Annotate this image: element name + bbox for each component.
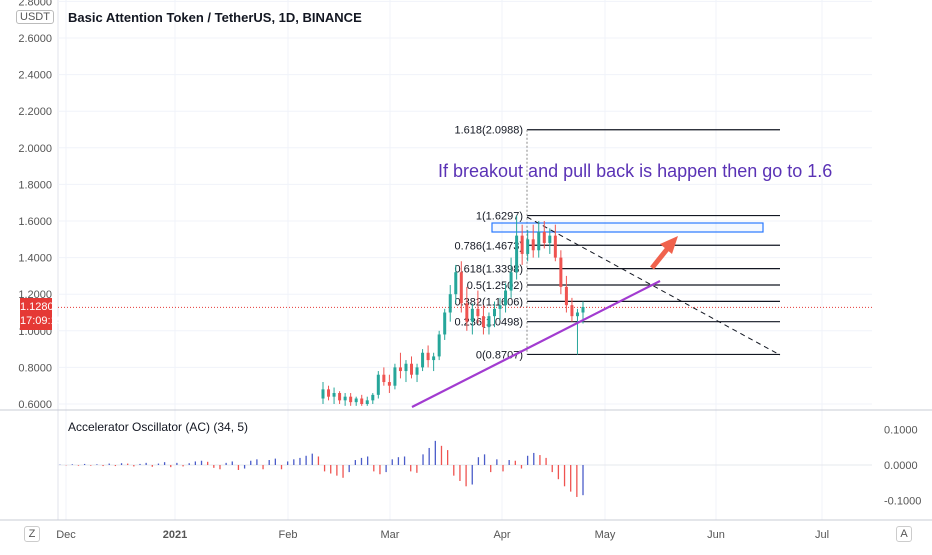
candle-body [470, 308, 474, 322]
candle-body [354, 398, 358, 403]
candle-body [531, 239, 535, 251]
candle-body [349, 396, 353, 403]
candle-body [548, 235, 552, 243]
candle-body [338, 393, 342, 401]
osc-y-tick-label: -0.1000 [884, 496, 921, 508]
candle-body [398, 367, 402, 372]
candle-body [371, 394, 375, 401]
last-price-tag: 1.1280 17:09:15 [20, 298, 63, 330]
candle-body [575, 312, 579, 317]
candle-body [321, 389, 325, 399]
candle-body [515, 235, 519, 273]
x-tick-label: 2021 [163, 529, 187, 541]
y-tick-label: 1.4000 [18, 253, 52, 265]
candle-body [432, 356, 436, 361]
candle-body [437, 334, 441, 357]
candle-body [448, 294, 452, 313]
target-zone-box [491, 222, 764, 233]
y-tick-label: 0.8000 [18, 362, 52, 374]
candle-body [426, 352, 430, 361]
candle-body [553, 235, 557, 258]
fib-level-label: 0.786(1.4673) [455, 240, 524, 252]
candle-body [520, 235, 524, 254]
candle-body [343, 396, 347, 401]
candle-body [454, 272, 458, 295]
candle-body [459, 272, 463, 304]
y-tick-label: 1.6000 [18, 216, 52, 228]
candle-body [542, 231, 546, 243]
candle-body [410, 363, 414, 375]
candle-body [332, 393, 336, 397]
x-tick-label: Dec [56, 529, 76, 541]
fib-level-label: 0.618(1.3398) [455, 264, 524, 276]
y-tick-label: 2.4000 [18, 70, 52, 82]
candle-body [443, 312, 447, 335]
candle-body [509, 272, 513, 291]
annotation-text: If breakout and pull back is happen then… [438, 161, 832, 181]
timezone-button[interactable]: Z [24, 526, 40, 542]
osc-y-tick-label: 0.1000 [884, 425, 918, 437]
candle-body [581, 307, 585, 313]
candle-body [487, 316, 491, 328]
y-tick-label: 2.0000 [18, 143, 52, 155]
x-tick-label: Jul [815, 529, 829, 541]
dashed-trendline [526, 216, 781, 356]
osc-y-tick-label: 0.0000 [884, 460, 918, 472]
chart-title: Basic Attention Token / TetherUS, 1D, BI… [68, 10, 362, 25]
support-trendline [411, 280, 661, 408]
y-tick-label: 2.2000 [18, 106, 52, 118]
y-tick-label: 2.6000 [18, 33, 52, 45]
fib-level-label: 1(1.6297) [476, 211, 523, 223]
x-tick-label: Mar [381, 529, 400, 541]
candle-body [537, 231, 541, 251]
fib-level-label: 0.382(1.1606) [455, 296, 524, 308]
fib-level-label: 1.618(2.0988) [455, 125, 524, 137]
fib-level-label: 0(0.8707) [476, 349, 523, 361]
last-price-value: 1.1280 [20, 301, 54, 313]
x-tick-label: Jun [707, 529, 725, 541]
candle-body [382, 374, 386, 383]
y-tick-label: 1.8000 [18, 179, 52, 191]
candle-body [404, 363, 408, 372]
candle-body [360, 398, 364, 404]
x-tick-label: Apr [493, 529, 510, 541]
countdown-value: 17:09:15 [20, 315, 63, 327]
candle-body [504, 290, 508, 306]
candle-body [365, 400, 369, 404]
candle-body [415, 367, 419, 375]
candle-body [559, 257, 563, 287]
x-tick-label: May [595, 529, 616, 541]
x-tick-label: Feb [279, 529, 298, 541]
candle-body [387, 382, 391, 386]
fib-level-label: 0.5(1.2502) [467, 280, 523, 292]
arrow-shaft [650, 246, 670, 270]
candle-body [421, 352, 425, 368]
candle-body [492, 308, 496, 317]
y-tick-label: 2.8000 [18, 0, 52, 8]
unit-tag[interactable]: USDT [16, 10, 54, 24]
y-tick-label: 0.6000 [18, 399, 52, 411]
candle-body [393, 367, 397, 386]
candle-body [498, 305, 502, 309]
candle-body [327, 389, 331, 397]
candle-body [376, 374, 380, 395]
price-axis-panel [0, 0, 58, 520]
oscillator-title: Accelerator Oscillator (AC) (34, 5) [68, 420, 249, 434]
candle-body [465, 303, 469, 322]
arrow-head [660, 236, 678, 254]
candle-body [476, 308, 480, 317]
candle-body [570, 305, 574, 317]
candle-body [526, 239, 530, 254]
candle-body [564, 286, 568, 306]
auto-scale-button[interactable]: A [896, 526, 912, 542]
candle-body [481, 316, 485, 328]
